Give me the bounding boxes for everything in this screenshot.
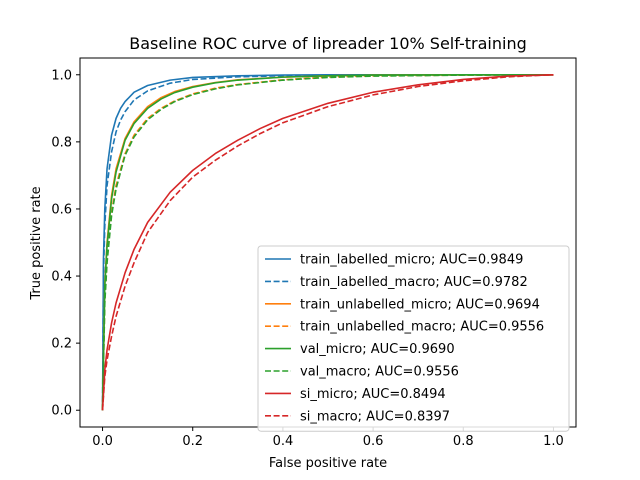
x-tick-label: 0.8 bbox=[453, 434, 474, 449]
series-line-5 bbox=[101, 73, 554, 411]
legend: train_labelled_micro; AUC=0.9849 train_la… bbox=[257, 245, 570, 432]
legend-label: train_labelled_macro; AUC=0.9782 bbox=[300, 275, 528, 290]
legend-box bbox=[257, 245, 570, 432]
legend-label: si_micro; AUC=0.8494 bbox=[300, 387, 446, 402]
plot-area bbox=[101, 73, 554, 411]
y-axis: 0.0 0.2 0.4 0.6 0.8 1.0 bbox=[51, 68, 80, 419]
x-tick-label: 0.6 bbox=[363, 434, 384, 449]
x-tick-label: 1.0 bbox=[543, 434, 564, 449]
y-tick-label: 0.4 bbox=[51, 270, 72, 285]
legend-label: train_labelled_micro; AUC=0.9849 bbox=[300, 253, 523, 268]
legend-label: si_macro; AUC=0.8397 bbox=[300, 409, 450, 424]
y-tick-label: 1.0 bbox=[51, 68, 72, 83]
y-tick-label: 0.8 bbox=[51, 135, 72, 150]
y-tick-label: 0.6 bbox=[51, 202, 72, 217]
y-axis-title: True positive rate bbox=[29, 186, 44, 300]
legend-label: train_unlabelled_micro; AUC=0.9694 bbox=[300, 297, 540, 312]
x-axis-title: False positive rate bbox=[269, 456, 387, 471]
x-tick-label: 0.2 bbox=[182, 434, 203, 449]
chart-title: Baseline ROC curve of lipreader 10% Self… bbox=[129, 34, 527, 53]
x-tick-label: 0.0 bbox=[92, 434, 113, 449]
series-line-7 bbox=[101, 73, 554, 411]
y-tick-label: 0.2 bbox=[51, 337, 72, 352]
legend-label: val_micro; AUC=0.9690 bbox=[300, 342, 455, 357]
x-tick-label: 0.4 bbox=[273, 434, 294, 449]
x-axis: 0.0 0.2 0.4 0.6 0.8 1.0 bbox=[92, 427, 564, 449]
legend-label: train_unlabelled_macro; AUC=0.9556 bbox=[300, 320, 544, 335]
series-line-8 bbox=[101, 73, 554, 411]
series-line-6 bbox=[101, 73, 554, 411]
y-tick-label: 0.0 bbox=[51, 404, 72, 419]
series-line-2 bbox=[101, 73, 554, 411]
legend-label: val_macro; AUC=0.9556 bbox=[300, 365, 459, 380]
series-line-1 bbox=[101, 73, 554, 411]
